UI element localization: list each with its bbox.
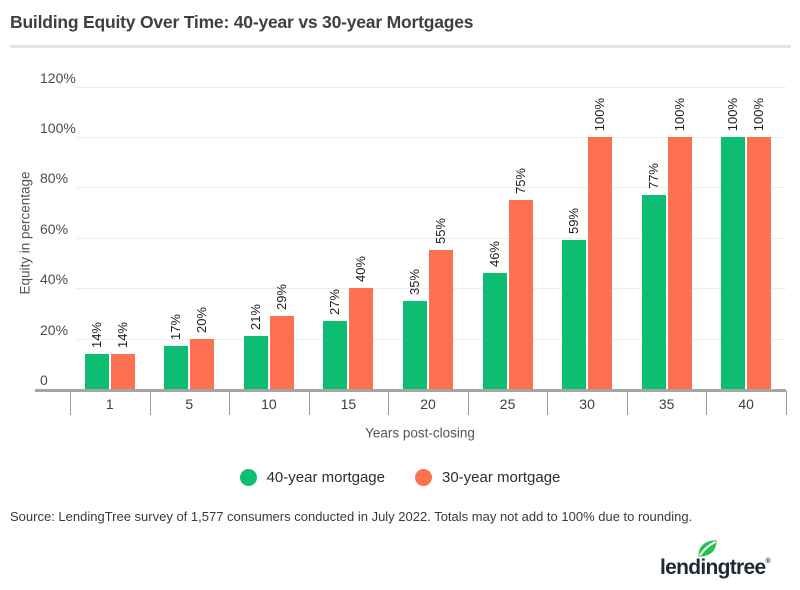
legend-item-40yr: 40-year mortgage xyxy=(239,468,385,486)
legend-label-40yr: 40-year mortgage xyxy=(266,468,385,486)
bar-value-label: 100% xyxy=(592,97,608,131)
lendingtree-logo: lendingtree® xyxy=(660,538,776,580)
x-axis-tick xyxy=(467,391,469,415)
chart-legend: 40-year mortgage 30-year mortgage xyxy=(0,466,800,488)
source-note: Source: LendingTree survey of 1,577 cons… xyxy=(10,509,693,524)
bar-30yr-mortgage xyxy=(667,137,692,389)
bar-value-label: 75% xyxy=(512,167,528,194)
bar-40yr-mortgage xyxy=(403,301,427,389)
bar-40yr-mortgage xyxy=(84,354,109,389)
bar-value-label: 20% xyxy=(194,306,210,333)
bar-40yr-mortgage xyxy=(562,240,587,389)
bar-40yr-mortgage xyxy=(323,321,348,389)
bar-40yr-mortgage xyxy=(164,346,189,389)
bar-value-label: 100% xyxy=(725,97,741,131)
x-axis-title: Years post-closing xyxy=(365,425,475,441)
bar-value-label: 100% xyxy=(751,97,767,131)
registered-mark: ® xyxy=(765,558,771,565)
legend-label-30yr: 30-year mortgage xyxy=(442,468,561,486)
bar-40yr-mortgage xyxy=(482,273,507,389)
bar-30yr-mortgage xyxy=(349,288,374,389)
bar-30yr-mortgage xyxy=(429,250,453,389)
x-tick-label: 40 xyxy=(738,396,754,412)
legend-dot-40yr-icon xyxy=(239,468,257,486)
bar-value-label: 35% xyxy=(407,268,422,295)
x-axis-tick xyxy=(149,391,151,415)
y-tick-label: 120% xyxy=(40,69,76,86)
x-tick-label: 5 xyxy=(185,396,194,412)
y-tick-label: 0 xyxy=(40,372,48,388)
bar-value-label: 46% xyxy=(486,240,502,267)
bar-30yr-mortgage xyxy=(190,339,215,389)
y-gridline xyxy=(76,137,786,138)
x-axis-tick xyxy=(626,391,628,415)
y-gridline xyxy=(76,237,786,239)
bar-30yr-mortgage xyxy=(269,316,294,389)
legend-dot-30yr-icon xyxy=(415,468,432,486)
x-axis-tick xyxy=(70,391,71,415)
y-tick-label: 20% xyxy=(40,321,69,338)
x-tick-label: 35 xyxy=(658,396,675,412)
x-axis-tick xyxy=(229,391,231,415)
y-tick-label: 40% xyxy=(40,271,69,288)
bar-40yr-mortgage xyxy=(243,336,268,389)
y-tick-label: 60% xyxy=(40,220,69,237)
x-axis-tick xyxy=(388,391,390,415)
x-tick-label: 1 xyxy=(105,396,114,412)
bar-value-label: 100% xyxy=(671,97,687,131)
legend-item-30yr: 30-year mortgage xyxy=(415,468,561,486)
x-axis-line xyxy=(35,389,786,392)
bar-value-label: 59% xyxy=(566,207,582,234)
bar-30yr-mortgage xyxy=(747,137,772,389)
x-tick-label: 20 xyxy=(420,396,436,412)
bar-value-label: 17% xyxy=(168,313,184,340)
bar-value-label: 21% xyxy=(247,303,263,330)
x-axis-tick xyxy=(308,391,310,415)
x-tick-label: 30 xyxy=(579,396,595,412)
bar-value-label: 77% xyxy=(645,162,661,189)
chart-title: Building Equity Over Time: 40-year vs 30… xyxy=(10,12,474,32)
bar-30yr-mortgage xyxy=(110,354,135,389)
x-axis-tick xyxy=(547,391,549,415)
bar-40yr-mortgage xyxy=(641,195,666,389)
logo-wordmark: lendingtree® xyxy=(660,556,771,579)
leaf-icon xyxy=(698,540,717,557)
x-tick-label: 25 xyxy=(499,396,516,412)
x-axis-tick xyxy=(706,391,708,415)
bar-value-label: 29% xyxy=(273,283,289,310)
y-tick-label: 80% xyxy=(40,170,69,187)
bar-30yr-mortgage xyxy=(588,137,613,389)
bar-value-label: 14% xyxy=(88,321,104,348)
x-axis-tick xyxy=(786,391,787,415)
y-tick-label: 100% xyxy=(40,120,76,136)
bar-value-label: 55% xyxy=(433,217,448,244)
bar-value-label: 14% xyxy=(114,321,130,348)
x-tick-label: 15 xyxy=(340,396,357,412)
bar-40yr-mortgage xyxy=(721,137,746,389)
bar-value-label: 40% xyxy=(353,255,369,282)
y-gridline xyxy=(76,86,786,88)
y-axis-title: Equity in percentage xyxy=(17,171,33,295)
y-gridline xyxy=(76,187,786,189)
title-divider xyxy=(10,45,791,48)
x-tick-label: 10 xyxy=(261,396,277,412)
bar-30yr-mortgage xyxy=(508,200,533,389)
bar-value-label: 27% xyxy=(327,288,343,315)
